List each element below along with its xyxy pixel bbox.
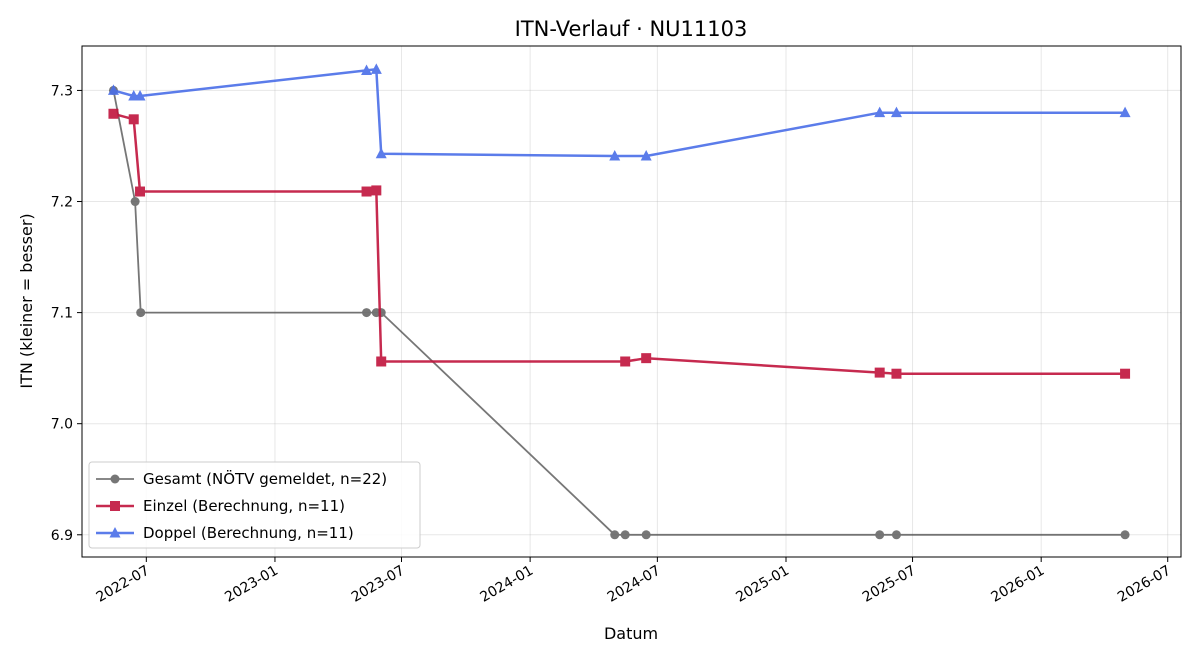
y-tick-label: 7.0 — [51, 417, 73, 433]
legend-swatch — [96, 474, 134, 484]
data-point — [1120, 368, 1131, 379]
series-2 — [108, 108, 1131, 379]
x-tick-label: 2023-01 — [222, 563, 281, 606]
legend: Gesamt (NÖTV gemeldet, n=22) Einzel (Bere… — [88, 461, 421, 549]
data-point — [610, 530, 620, 540]
y-axis: 6.9 7.0 7.1 7.2 7.3 — [51, 83, 82, 544]
data-point — [130, 197, 140, 207]
data-point — [874, 106, 886, 118]
legend-marker — [110, 474, 120, 484]
data-point — [875, 530, 885, 540]
data-point — [361, 186, 372, 197]
data-point — [361, 64, 373, 75]
x-tick-label: 2022-07 — [94, 563, 153, 606]
data-point — [890, 106, 902, 118]
x-tick-label: 2026-07 — [1115, 563, 1174, 606]
legend-swatch — [96, 501, 134, 511]
series-line — [113, 112, 1126, 375]
series-3 — [107, 63, 1131, 161]
data-point — [620, 530, 630, 540]
data-point — [375, 147, 387, 159]
data-point — [371, 185, 382, 196]
y-tick-label: 7.3 — [51, 83, 73, 99]
legend-label: Gesamt (NÖTV gemeldet, n=22) — [143, 469, 387, 488]
legend-swatch — [96, 527, 134, 538]
data-point — [1120, 530, 1130, 540]
data-point — [891, 368, 902, 379]
data-point — [640, 149, 652, 161]
legend-label: Doppel (Berechnung, n=11) — [143, 524, 354, 542]
legend-frame — [88, 461, 421, 549]
data-point — [641, 530, 651, 540]
data-point — [128, 114, 139, 125]
x-tick-label: 2025-07 — [860, 563, 919, 606]
data-point — [135, 186, 146, 197]
x-tick-label: 2024-07 — [605, 563, 664, 606]
x-tick-label: 2026-01 — [989, 563, 1048, 606]
data-point — [107, 84, 119, 95]
series-layer — [107, 63, 1131, 540]
data-point — [874, 367, 885, 378]
data-point — [362, 308, 372, 318]
data-point — [370, 63, 382, 74]
data-point — [376, 308, 386, 318]
y-axis-label: ITN (kleiner = besser) — [17, 213, 36, 388]
data-point — [1119, 106, 1131, 118]
data-point — [136, 308, 146, 318]
legend-marker — [110, 501, 120, 511]
data-point — [376, 356, 387, 367]
series-line — [113, 68, 1126, 158]
y-tick-label: 7.1 — [51, 306, 73, 322]
y-tick-label: 6.9 — [51, 528, 73, 544]
x-tick-label: 2025-01 — [733, 563, 792, 606]
y-tick-label: 7.2 — [51, 195, 73, 211]
data-point — [891, 530, 901, 540]
data-point — [609, 149, 621, 161]
data-point — [134, 89, 146, 101]
data-point — [108, 108, 119, 119]
x-tick-label: 2023-07 — [349, 563, 408, 606]
legend-label: Einzel (Berechnung, n=11) — [143, 497, 345, 515]
plot-frame — [81, 45, 1182, 558]
data-point — [620, 356, 631, 367]
chart-title: ITN-Verlauf · NU11103 — [515, 17, 748, 41]
x-axis: 2022-07 2023-01 2023-07 2024-01 2024-07 2025-… — [94, 557, 1174, 606]
legend-marker — [109, 527, 121, 538]
data-point — [641, 353, 652, 364]
x-axis-label: Datum — [604, 624, 658, 643]
x-tick-label: 2024-01 — [477, 563, 536, 606]
